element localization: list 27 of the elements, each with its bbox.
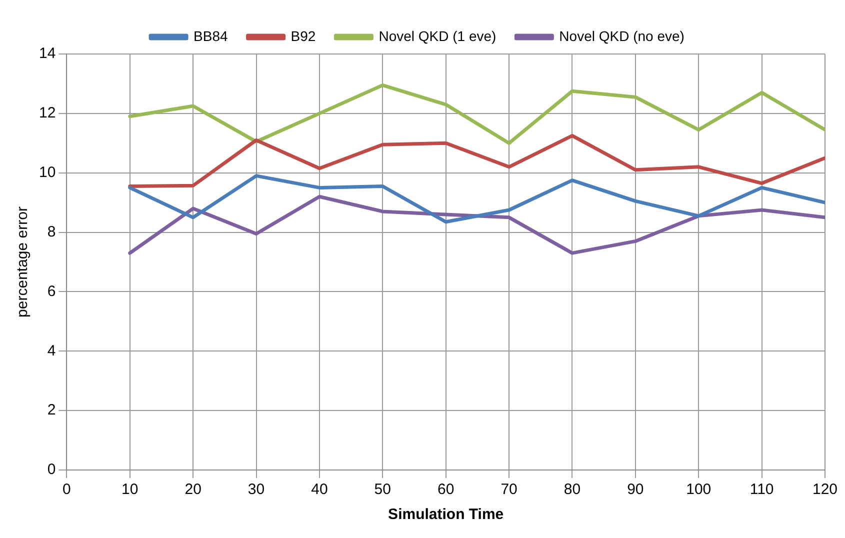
- x-tick-label: 100: [686, 481, 712, 498]
- y-tick-label: 0: [47, 461, 56, 478]
- x-tick-label: 90: [627, 481, 644, 498]
- x-tick-label: 0: [62, 481, 71, 498]
- x-tick-label: 20: [184, 481, 202, 498]
- x-tick-label: 70: [500, 481, 518, 498]
- x-tick-label: 10: [122, 481, 138, 498]
- x-tick-label: 50: [374, 481, 391, 498]
- y-tick-label: 2: [47, 402, 56, 419]
- x-axis-title: Simulation Time: [388, 506, 504, 524]
- x-tick-label: 110: [750, 481, 774, 498]
- y-tick-label: 10: [38, 164, 56, 181]
- x-tick-label: 40: [311, 481, 328, 498]
- y-axis-title: percentage error: [14, 206, 32, 318]
- y-tick-label: 8: [47, 223, 56, 240]
- x-tick-label: 60: [438, 481, 454, 498]
- x-tick-label: 80: [564, 481, 581, 498]
- y-tick-label: 12: [38, 104, 56, 122]
- y-tick-label: 14: [38, 45, 56, 62]
- x-tick-label: 30: [248, 481, 265, 498]
- legend-label: Novel QKD (1 eve): [378, 28, 496, 44]
- y-tick-label: 6: [47, 282, 56, 300]
- legend-label: B92: [290, 28, 316, 44]
- legend-label: BB84: [194, 28, 228, 44]
- y-tick-label: 4: [47, 342, 56, 360]
- x-tick-label: 120: [812, 481, 838, 498]
- legend-label: Novel QKD (no eve): [559, 28, 684, 44]
